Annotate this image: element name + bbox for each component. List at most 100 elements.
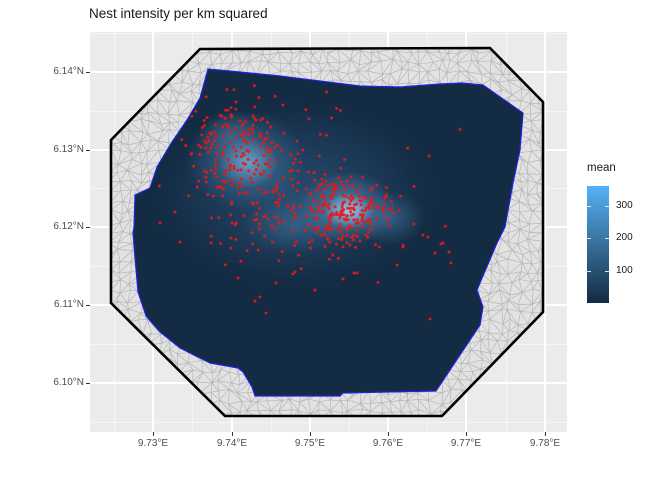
gridline-minor [90,421,567,423]
nest-point [316,216,320,220]
nest-point [254,118,258,122]
nest-point [241,124,245,127]
nest-point [355,190,358,194]
nest-point [264,311,268,315]
nest-point [319,195,323,199]
nest-point [209,168,213,172]
nest-point [289,153,293,157]
nest-point [255,218,258,222]
nest-point [261,141,265,145]
nest-point [311,199,315,202]
nest-point [295,189,299,193]
nest-point [345,234,349,238]
nest-point [352,208,356,212]
nest-point [281,103,285,107]
nest-point [351,238,355,242]
y-tick [86,304,90,306]
nest-point [314,189,318,193]
nest-point [355,218,359,222]
nest-point [280,250,284,254]
nest-point [251,202,255,206]
nest-point [313,217,317,221]
nest-point [303,228,307,232]
nest-point [247,169,251,173]
nest-point [226,108,230,112]
nest-point [310,239,314,242]
nest-point [251,131,255,135]
nest-point [266,162,270,166]
nest-point [349,194,353,198]
nest-point [269,147,273,151]
nest-point [439,242,443,246]
nest-point [293,212,297,216]
nest-point [389,206,393,210]
nest-point [357,194,361,198]
nest-point [255,201,259,205]
nest-point [236,276,240,280]
nest-point [211,194,215,198]
nest-point [238,119,242,123]
nest-point [254,159,258,162]
nest-point [259,135,262,139]
nest-point [237,181,241,185]
nest-point [251,123,255,127]
gridline-minor [90,32,567,34]
x-tick [465,432,467,436]
nest-point [304,108,308,112]
nest-point [337,226,341,230]
nest-point [369,227,373,231]
nest-point [221,194,224,198]
nest-point [375,183,379,187]
nest-point [265,136,269,140]
nest-point [241,134,245,138]
nest-point [308,205,312,209]
nest-point [180,138,184,142]
nest-point [234,100,238,104]
nest-point [345,228,348,232]
nest-point [318,132,322,136]
nest-point [268,165,272,169]
nest-point [421,233,425,237]
nest-point [262,169,266,173]
nest-point [203,169,207,173]
nest-point [341,245,345,249]
nest-point [276,204,280,208]
nest-point [282,132,286,135]
nest-point [369,222,373,226]
nest-point [291,229,295,232]
nest-point [257,227,261,231]
nest-point [325,204,329,208]
nest-point [178,240,182,244]
nest-point [313,288,317,292]
nest-point [350,235,354,239]
nest-point [293,244,296,247]
x-tick-label: 9.76°E [372,438,404,449]
nest-point [359,203,363,207]
nest-point [304,45,307,48]
nest-point [329,228,333,232]
nest-point [326,238,330,241]
nest-point [334,242,338,246]
nest-point [215,185,219,189]
nest-point [229,113,233,117]
nest-point [221,153,224,157]
nest-point [215,175,219,179]
nest-point [215,152,219,156]
nest-point [240,155,243,159]
nest-point [295,139,299,143]
nest-point [364,233,368,237]
x-tick-label: 9.74°E [216,438,248,449]
nest-point [362,220,366,224]
nest-point [406,146,410,150]
nest-point [326,184,330,188]
nest-point [352,233,356,237]
nest-point [366,230,370,234]
nest-point [355,271,359,275]
nest-point [359,199,363,203]
nest-point [247,150,251,154]
nest-point [316,186,320,190]
nest-point [318,183,322,187]
nest-point [259,145,262,149]
nest-point [372,206,375,210]
nest-point [192,164,196,168]
